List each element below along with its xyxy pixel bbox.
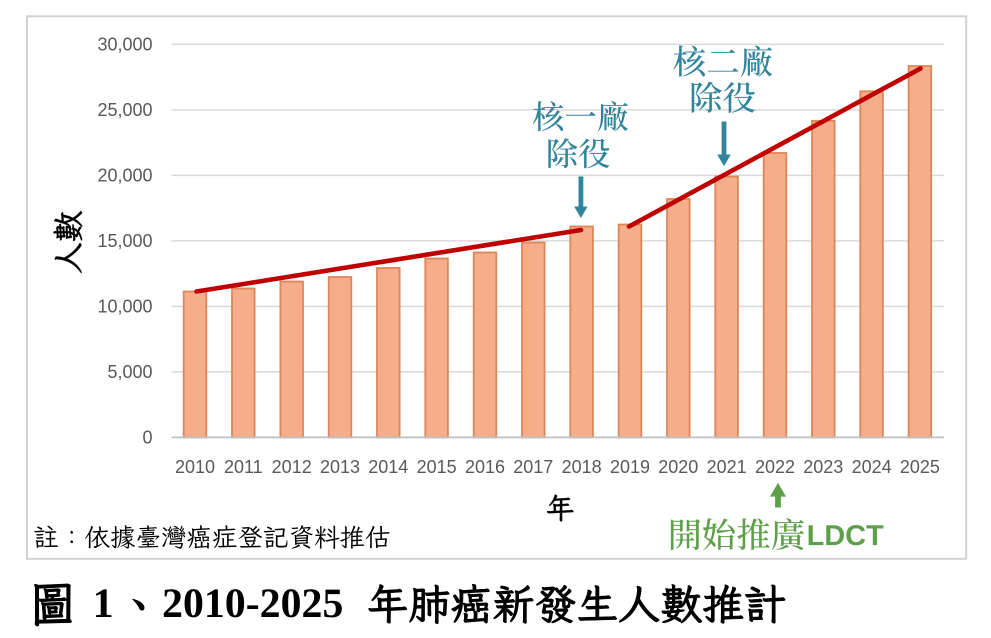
- svg-text:2014: 2014: [368, 457, 408, 477]
- svg-text:10,000: 10,000: [97, 297, 152, 317]
- svg-text:0: 0: [142, 428, 152, 448]
- svg-text:2024: 2024: [852, 457, 892, 477]
- svg-text:2016: 2016: [465, 457, 505, 477]
- svg-text:2021: 2021: [707, 457, 747, 477]
- svg-text:2010: 2010: [175, 457, 215, 477]
- svg-text:2013: 2013: [320, 457, 360, 477]
- svg-text:2012: 2012: [272, 457, 312, 477]
- svg-text:2020: 2020: [658, 457, 698, 477]
- svg-text:20,000: 20,000: [97, 166, 152, 186]
- svg-text:5,000: 5,000: [107, 362, 152, 382]
- svg-text:2018: 2018: [562, 457, 602, 477]
- svg-text:25,000: 25,000: [97, 100, 152, 120]
- svg-text:30,000: 30,000: [97, 35, 152, 55]
- svg-text:2011: 2011: [224, 457, 263, 477]
- svg-text:2025: 2025: [900, 457, 940, 477]
- svg-text:2019: 2019: [610, 457, 650, 477]
- svg-text:2023: 2023: [803, 457, 843, 477]
- svg-text:2022: 2022: [755, 457, 795, 477]
- svg-text:2017: 2017: [513, 457, 553, 477]
- svg-text:2015: 2015: [417, 457, 457, 477]
- svg-text:15,000: 15,000: [97, 231, 152, 251]
